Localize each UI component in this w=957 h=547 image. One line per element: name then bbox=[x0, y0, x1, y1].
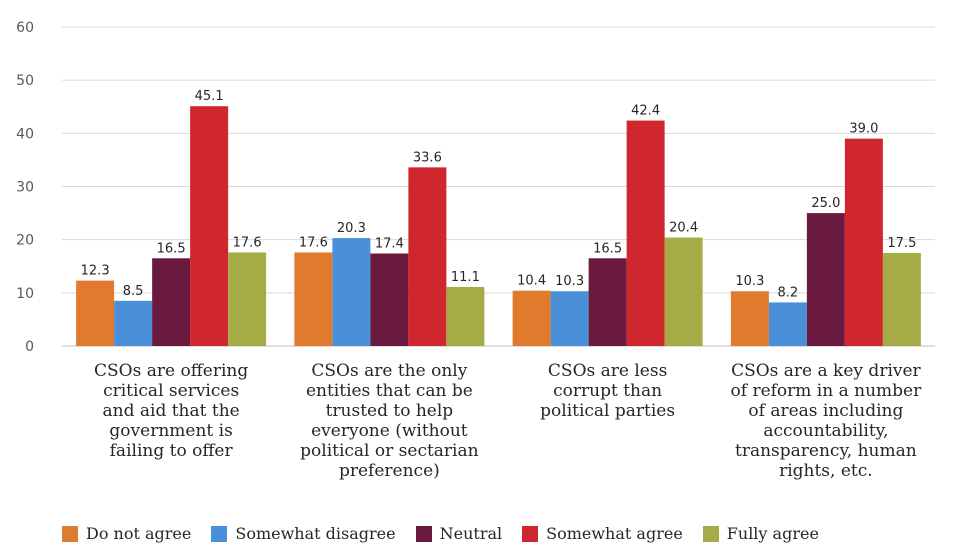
x-tick-label-line: corrupt than bbox=[553, 381, 662, 401]
bar bbox=[408, 167, 447, 346]
legend-item-somewhat-disagree: Somewhat disagree bbox=[211, 524, 396, 543]
y-tick-label: 40 bbox=[16, 126, 34, 142]
bar bbox=[190, 106, 229, 347]
x-tick-label: CSOs are offering critical services and ai… bbox=[94, 361, 248, 461]
y-tick-label: 0 bbox=[25, 339, 34, 355]
bar bbox=[294, 252, 333, 346]
bar bbox=[588, 258, 627, 346]
data-label: 10.3 bbox=[555, 274, 584, 289]
data-label: 20.3 bbox=[337, 221, 366, 236]
data-label: 17.6 bbox=[299, 235, 328, 250]
bar bbox=[370, 253, 409, 346]
x-tick-label-line: failing to offer bbox=[110, 441, 234, 461]
data-label: 11.1 bbox=[451, 270, 480, 285]
legend-swatch bbox=[522, 525, 539, 542]
legend-label: Do not agree bbox=[86, 524, 192, 543]
data-label: 16.5 bbox=[157, 241, 186, 256]
data-label: 8.2 bbox=[778, 285, 799, 300]
data-label: 39.0 bbox=[849, 122, 878, 137]
x-tick-label-line: CSOs are less bbox=[548, 361, 667, 381]
x-tick-label-line: and aid that the bbox=[103, 401, 240, 421]
y-tick-label: 60 bbox=[16, 20, 34, 36]
x-tick-label-line: accountability, bbox=[763, 421, 888, 441]
legend-label: Somewhat disagree bbox=[235, 524, 396, 543]
bar bbox=[512, 290, 551, 346]
x-tick-label-line: critical services bbox=[103, 381, 239, 401]
x-tick-label-line: of reform in a number bbox=[731, 381, 923, 401]
x-tick-label-line: transparency, human bbox=[735, 441, 917, 461]
x-tick-label-line: trusted to help bbox=[326, 401, 454, 421]
bar bbox=[446, 286, 485, 346]
bar bbox=[114, 300, 153, 346]
legend-item-neutral: Neutral bbox=[415, 524, 503, 543]
legend-label: Somewhat agree bbox=[546, 524, 683, 543]
x-tick-label-line: government is bbox=[109, 421, 232, 441]
data-label: 10.3 bbox=[735, 274, 764, 289]
bar bbox=[228, 252, 267, 346]
bar bbox=[152, 258, 191, 346]
bar bbox=[626, 120, 665, 346]
data-label: 45.1 bbox=[195, 89, 224, 104]
x-tick-label-line: entities that can be bbox=[306, 381, 473, 401]
legend-swatch bbox=[702, 525, 719, 542]
legend-swatch bbox=[62, 525, 78, 542]
bar bbox=[882, 252, 921, 346]
x-tick-label-line: preference) bbox=[339, 461, 440, 481]
y-tick-label: 30 bbox=[16, 180, 34, 196]
x-tick-label-line: CSOs are a key driver bbox=[731, 361, 921, 381]
data-label: 17.6 bbox=[233, 235, 262, 250]
bar bbox=[76, 280, 115, 346]
y-tick-label: 20 bbox=[16, 233, 34, 249]
data-label: 25.0 bbox=[811, 196, 840, 211]
bar bbox=[332, 238, 371, 346]
data-label: 8.5 bbox=[123, 284, 144, 299]
legend-label: Neutral bbox=[439, 524, 503, 543]
x-tick-label-line: political parties bbox=[540, 401, 675, 421]
bar bbox=[550, 291, 589, 346]
bar bbox=[664, 237, 703, 346]
legend-label: Fully agree bbox=[726, 524, 819, 543]
x-tick-label: CSOs are less corrupt than political parti… bbox=[540, 361, 675, 421]
x-tick-label-line: rights, etc. bbox=[779, 461, 873, 481]
bar-chart: 0 10 20 30 40 50 60 12.3 8.5 16.5 45.1 17.6 CSOs are… bbox=[16, 20, 935, 481]
y-tick-label: 50 bbox=[16, 73, 34, 89]
legend-swatch bbox=[211, 525, 228, 542]
data-label: 16.5 bbox=[593, 241, 622, 256]
x-tick-label: CSOs are a key driver of reform in a numb… bbox=[731, 361, 923, 481]
data-label: 42.4 bbox=[631, 104, 660, 119]
bar bbox=[806, 213, 845, 346]
y-tick-label: 10 bbox=[16, 286, 34, 302]
x-tick-label-line: everyone (without bbox=[311, 421, 468, 441]
x-tick-label: CSOs are the only entities that can be tru… bbox=[300, 361, 478, 481]
data-label: 10.4 bbox=[517, 274, 546, 289]
x-tick-label-line: of areas including bbox=[748, 401, 903, 421]
data-label: 17.4 bbox=[375, 236, 404, 251]
data-label: 33.6 bbox=[413, 150, 442, 165]
bar bbox=[768, 302, 807, 346]
x-tick-label-line: CSOs are offering bbox=[94, 361, 248, 381]
data-label: 20.4 bbox=[669, 221, 698, 236]
legend-item-do-not-agree: Do not agree bbox=[62, 524, 191, 543]
x-tick-label-line: CSOs are the only bbox=[311, 361, 467, 381]
legend-swatch bbox=[415, 525, 432, 542]
legend-item-somewhat-agree: Somewhat agree bbox=[522, 524, 683, 543]
legend-item-fully-agree: Fully agree bbox=[702, 524, 819, 543]
data-label: 17.5 bbox=[887, 236, 916, 251]
bar bbox=[844, 138, 883, 346]
legend: Do not agree Somewhat disagree Neutral S… bbox=[62, 524, 839, 543]
bar bbox=[730, 291, 769, 346]
data-label: 12.3 bbox=[81, 264, 110, 279]
x-tick-label-line: political or sectarian bbox=[300, 441, 478, 461]
